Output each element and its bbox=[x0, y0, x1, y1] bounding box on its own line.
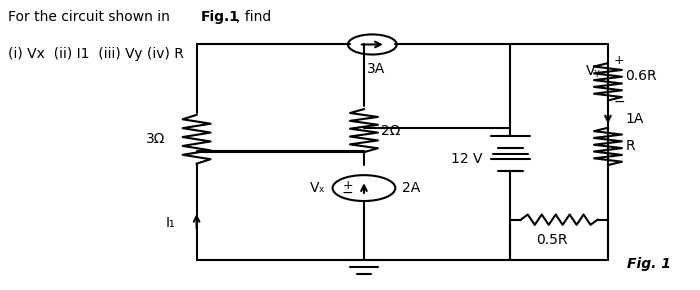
Text: 0.6R: 0.6R bbox=[625, 69, 657, 83]
Text: 3Ω: 3Ω bbox=[146, 132, 165, 146]
Text: 1A: 1A bbox=[625, 112, 644, 126]
Text: −: − bbox=[613, 95, 625, 109]
Text: (i) Vx  (ii) I1  (iii) Vy (iv) R: (i) Vx (ii) I1 (iii) Vy (iv) R bbox=[8, 47, 184, 61]
Text: For the circuit shown in: For the circuit shown in bbox=[8, 10, 174, 24]
Text: Fig.1: Fig.1 bbox=[201, 10, 240, 24]
Text: −: − bbox=[342, 185, 354, 200]
Text: 0.5R: 0.5R bbox=[536, 233, 568, 246]
Text: Vᵧ: Vᵧ bbox=[587, 64, 601, 78]
Text: 2A: 2A bbox=[402, 181, 421, 195]
Text: 3A: 3A bbox=[367, 62, 385, 76]
Text: , find: , find bbox=[237, 10, 272, 24]
Text: 2Ω: 2Ω bbox=[382, 124, 400, 138]
Text: 12 V: 12 V bbox=[451, 152, 482, 166]
Text: Vₓ: Vₓ bbox=[310, 181, 326, 195]
Text: +: + bbox=[613, 54, 624, 67]
Text: I₁: I₁ bbox=[166, 215, 176, 230]
Text: R: R bbox=[625, 139, 635, 153]
Text: Fig. 1: Fig. 1 bbox=[626, 258, 671, 271]
Text: +: + bbox=[343, 179, 354, 192]
